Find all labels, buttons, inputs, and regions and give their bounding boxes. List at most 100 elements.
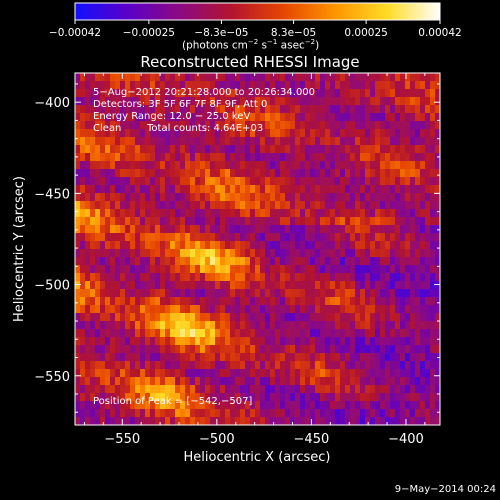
heatmap-cell bbox=[350, 249, 356, 258]
heatmap-cell bbox=[340, 233, 346, 242]
heatmap-cell bbox=[215, 185, 221, 194]
heatmap-cell bbox=[125, 129, 131, 138]
heatmap-cell bbox=[105, 129, 111, 138]
heatmap-cell bbox=[90, 329, 96, 338]
heatmap-cell bbox=[270, 121, 276, 130]
heatmap-cell bbox=[300, 193, 306, 202]
heatmap-cell bbox=[180, 289, 186, 298]
heatmap-cell bbox=[100, 113, 106, 122]
heatmap-cell bbox=[345, 385, 351, 394]
heatmap-cell bbox=[130, 81, 136, 90]
heatmap-cell bbox=[160, 193, 166, 202]
heatmap-cell bbox=[345, 113, 351, 122]
heatmap-cell bbox=[420, 257, 426, 266]
heatmap-cell bbox=[295, 121, 301, 130]
heatmap-cell bbox=[380, 137, 386, 146]
heatmap-cell bbox=[375, 241, 381, 250]
heatmap-cell bbox=[300, 177, 306, 186]
heatmap-cell bbox=[235, 257, 241, 266]
heatmap-cell bbox=[255, 209, 261, 218]
heatmap-cell bbox=[180, 145, 186, 154]
heatmap-cell bbox=[420, 401, 426, 410]
heatmap-cell bbox=[330, 329, 336, 338]
heatmap-cell bbox=[425, 185, 431, 194]
heatmap-cell bbox=[235, 353, 241, 362]
heatmap-cell bbox=[290, 249, 296, 258]
heatmap-cell bbox=[245, 313, 251, 322]
heatmap-cell bbox=[180, 241, 186, 250]
heatmap-cell bbox=[300, 169, 306, 178]
heatmap-cell bbox=[365, 393, 371, 402]
heatmap-cell bbox=[380, 329, 386, 338]
heatmap-cell bbox=[305, 393, 311, 402]
annotation-algorithm: Clean bbox=[93, 123, 122, 134]
heatmap-cell bbox=[235, 265, 241, 274]
heatmap-cell bbox=[405, 361, 411, 370]
heatmap-cell bbox=[325, 153, 331, 162]
heatmap-cell bbox=[435, 265, 441, 274]
heatmap-cell bbox=[200, 385, 206, 394]
heatmap-cell bbox=[190, 73, 196, 82]
heatmap-cell bbox=[80, 241, 86, 250]
heatmap-cell bbox=[210, 233, 216, 242]
heatmap-cell bbox=[80, 153, 86, 162]
heatmap-cell bbox=[255, 241, 261, 250]
heatmap-cell bbox=[250, 201, 256, 210]
heatmap-cell bbox=[210, 321, 216, 330]
heatmap-cell bbox=[365, 313, 371, 322]
heatmap-cell bbox=[295, 265, 301, 274]
heatmap-cell bbox=[90, 265, 96, 274]
heatmap-cell bbox=[305, 353, 311, 362]
heatmap-cell bbox=[75, 81, 81, 90]
heatmap-cell bbox=[250, 273, 256, 282]
heatmap-cell bbox=[190, 161, 196, 170]
heatmap-cell bbox=[180, 329, 186, 338]
heatmap-cell bbox=[190, 89, 196, 98]
heatmap-cell bbox=[380, 297, 386, 306]
heatmap-cell bbox=[80, 353, 86, 362]
heatmap-cell bbox=[235, 145, 241, 154]
heatmap-cell bbox=[355, 169, 361, 178]
heatmap-cell bbox=[285, 393, 291, 402]
heatmap-cell bbox=[410, 313, 416, 322]
heatmap-cell bbox=[275, 177, 281, 186]
heatmap-cell bbox=[315, 241, 321, 250]
heatmap-cell bbox=[130, 305, 136, 314]
heatmap-cell bbox=[100, 257, 106, 266]
heatmap-cell bbox=[255, 145, 261, 154]
heatmap-cell bbox=[325, 409, 331, 418]
heatmap-cell bbox=[120, 209, 126, 218]
heatmap-cell bbox=[285, 177, 291, 186]
heatmap-cell bbox=[430, 393, 436, 402]
heatmap-cell bbox=[340, 265, 346, 274]
heatmap-cell bbox=[250, 353, 256, 362]
heatmap-cell bbox=[80, 401, 86, 410]
heatmap-cell bbox=[430, 105, 436, 114]
heatmap-cell bbox=[255, 353, 261, 362]
heatmap-cell bbox=[165, 361, 171, 370]
heatmap-cell bbox=[375, 193, 381, 202]
heatmap-cell bbox=[420, 81, 426, 90]
heatmap-cell bbox=[280, 401, 286, 410]
heatmap-cell bbox=[210, 353, 216, 362]
heatmap-cell bbox=[250, 337, 256, 346]
heatmap-cell bbox=[195, 401, 201, 410]
heatmap-cell bbox=[150, 225, 156, 234]
heatmap-cell bbox=[265, 201, 271, 210]
heatmap-cell bbox=[145, 233, 151, 242]
heatmap-cell bbox=[235, 313, 241, 322]
heatmap-cell bbox=[195, 145, 201, 154]
heatmap-cell bbox=[355, 257, 361, 266]
heatmap-cell bbox=[145, 305, 151, 314]
heatmap-cell bbox=[180, 281, 186, 290]
heatmap-cell bbox=[340, 161, 346, 170]
heatmap-cell bbox=[170, 177, 176, 186]
heatmap-cell bbox=[160, 105, 166, 114]
heatmap-cell bbox=[270, 233, 276, 242]
heatmap-cell bbox=[185, 169, 191, 178]
heatmap-cell bbox=[110, 337, 116, 346]
heatmap-cell bbox=[355, 353, 361, 362]
heatmap-cell bbox=[250, 329, 256, 338]
heatmap-cell bbox=[315, 345, 321, 354]
heatmap-cell bbox=[165, 177, 171, 186]
